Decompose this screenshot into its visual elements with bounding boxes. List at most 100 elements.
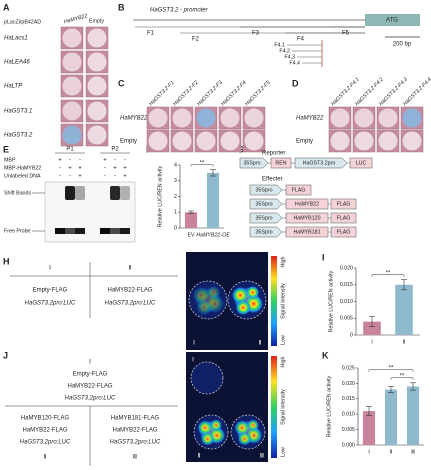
panel-label: K (322, 350, 329, 360)
panel-label: D (292, 78, 299, 88)
section-title: Effecter (262, 177, 283, 183)
spot (87, 76, 107, 96)
x-tick-label: EV (187, 232, 195, 238)
x-tick-label: Ⅱ (403, 339, 406, 345)
row-label: Empty (296, 139, 313, 145)
promoter-arrow (249, 226, 283, 238)
start-codon: ATG (386, 18, 398, 24)
bar (184, 212, 198, 228)
spot (244, 131, 264, 151)
error-bar (410, 382, 416, 391)
construct-label: HaMYB181-FLAG (111, 416, 160, 422)
part-label: FLAG (292, 187, 306, 193)
gene-box (285, 212, 329, 224)
sign: - (79, 158, 81, 164)
subfragment-label: F4.1 (274, 42, 285, 48)
sign: + (123, 166, 127, 172)
significance-label: ** (386, 270, 391, 276)
well-outline (190, 361, 224, 395)
panel-label: C (118, 78, 125, 88)
part-label: 35Spro (255, 229, 272, 235)
promoter-arrow (249, 212, 283, 224)
free-probe-band (120, 228, 130, 234)
signal (192, 286, 210, 304)
row-label: HaMYB22 (120, 116, 148, 122)
sign: - (114, 174, 116, 180)
gene-box (330, 226, 357, 238)
well-outline (230, 414, 266, 450)
x-tick-label: HaMYB22-OE (196, 232, 230, 238)
gene-box (285, 184, 312, 196)
y-tick-label: 0.025 (342, 365, 355, 371)
spot (87, 101, 107, 121)
free-probe-band (110, 228, 120, 234)
gene-box (285, 226, 329, 238)
scale-label: Signal intensity (280, 389, 286, 425)
sign: + (103, 158, 107, 164)
row-label: HaLacs1 (4, 36, 28, 42)
spot (148, 108, 168, 128)
x-tick-label: Ⅰ (371, 339, 373, 345)
promoter-arrow (239, 157, 269, 169)
sign: - (69, 158, 71, 164)
gene-box (349, 157, 373, 169)
part-label: 35Spro (255, 201, 272, 207)
y-axis-label: Relative LUC/REN activity (326, 375, 332, 437)
group-id: Ⅱ (44, 455, 47, 461)
construct-label: HaMYB120-FLAG (21, 416, 70, 422)
signal (237, 432, 252, 446)
subfragment-label: F4.4 (289, 60, 300, 66)
y-tick-label: 0 (174, 225, 177, 231)
part-label: FLAG (337, 201, 351, 207)
signal (247, 419, 260, 432)
well-outline (193, 414, 229, 450)
panel-label: E (3, 144, 9, 154)
bar (363, 321, 381, 335)
row-label: HaLEA46 (4, 60, 30, 66)
signal (234, 420, 250, 436)
spot (62, 28, 82, 48)
bar (406, 386, 420, 445)
section-title: Reporter (262, 151, 285, 157)
fragment-label: F2 (192, 37, 200, 43)
sign: + (78, 166, 82, 172)
y-tick-label: 0.020 (340, 265, 353, 271)
row-label: MBP (4, 157, 16, 163)
sign: + (58, 158, 62, 164)
color-scale (271, 356, 277, 458)
y-tick-label: 0.005 (342, 427, 355, 433)
spot (196, 131, 216, 151)
spot (378, 131, 398, 151)
spot (330, 131, 350, 151)
sign: + (113, 166, 117, 172)
color-scale (271, 256, 277, 346)
title: HaGST3.2 - promoter (150, 8, 209, 14)
error-bar (388, 386, 394, 393)
gene-box (330, 212, 357, 224)
fragment-label: F3 (252, 31, 260, 37)
signal (197, 420, 213, 436)
group-id: Ⅰ (49, 266, 51, 272)
construct-label: HaGST3.2pro:LUC (25, 301, 76, 307)
column-label: Empty (89, 18, 104, 24)
shift-band (75, 186, 85, 200)
column-label: HaGST3.2-F5 (244, 80, 272, 108)
subfragment-label: F4.2 (279, 48, 290, 54)
gene-box (285, 198, 329, 210)
x-tick-label: Ⅱ (390, 449, 393, 455)
probe-label: P1 (66, 147, 74, 153)
shift-band (120, 186, 130, 200)
signal (246, 285, 260, 300)
part-label: REN (275, 160, 286, 166)
row-label: MBP-HaMYB22 (4, 165, 41, 171)
construct-label: HaGST3.2pro:LUC (110, 440, 161, 446)
start-codon-box (365, 14, 420, 26)
sign: - (104, 166, 106, 172)
well (191, 362, 223, 394)
error-bar (369, 316, 375, 327)
band-label: Free Probe (4, 228, 31, 234)
column-label: HaMYB22 (63, 13, 88, 25)
y-tick-label: 4 (174, 162, 177, 168)
signal (231, 286, 249, 304)
promoter-arrow (249, 198, 283, 210)
